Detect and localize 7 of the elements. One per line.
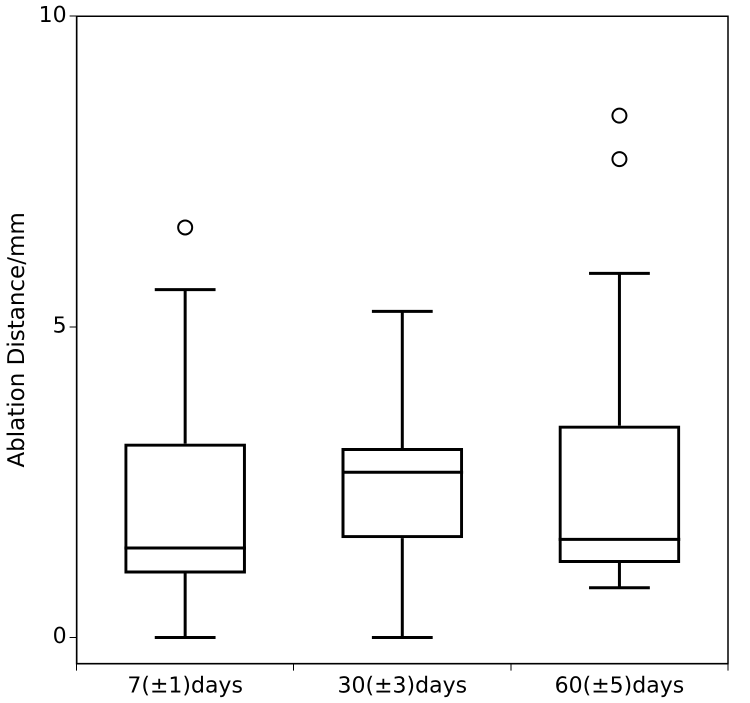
y-tick-label: 0	[52, 624, 67, 650]
x-tick-label: 60(±5)days	[554, 674, 684, 699]
y-tick-label: 10	[38, 2, 67, 28]
y-tick-label: 5	[52, 314, 67, 339]
x-tick-label: 30(±3)days	[338, 674, 468, 699]
x-tick-label: 7(±1)days	[127, 674, 243, 699]
y-axis-title: Ablation Distance/mm	[4, 212, 30, 468]
